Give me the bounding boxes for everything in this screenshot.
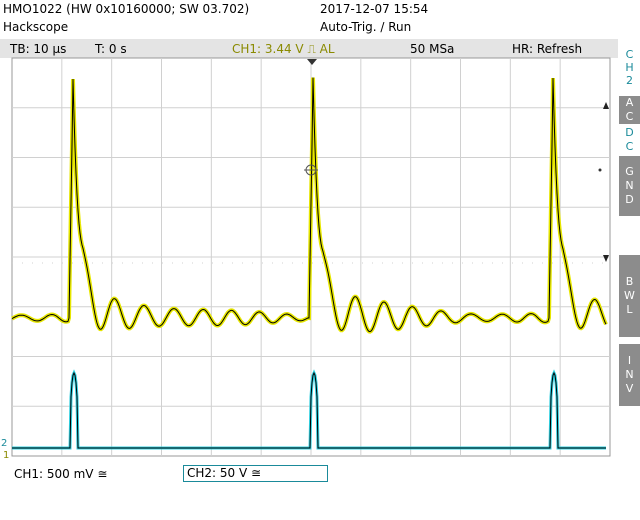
trigger-position: [307, 59, 317, 65]
datetime: 2017-12-07 15:54: [320, 2, 429, 16]
scope-name: Hackscope: [3, 20, 69, 34]
ch2-scale[interactable]: CH2: 50 V ≅: [183, 465, 328, 482]
acquisition: HR: Refresh: [512, 42, 583, 56]
trigger-time: T: 0 s: [95, 42, 127, 56]
ch2-trace: [12, 371, 606, 449]
trigger-setting: CH1: 3.44 V ⎍ AL: [232, 42, 335, 56]
offset-down: [603, 255, 609, 262]
device-info: HMO1022 (HW 0x10160000; SW 03.702): [3, 2, 250, 16]
timebase: TB: 10 µs: [10, 42, 67, 56]
sample-rate: 50 MSa: [410, 42, 455, 56]
offset-up: [603, 102, 609, 109]
trigger-mode: Auto-Trig. / Run: [320, 20, 412, 34]
ch2-marker: 2: [1, 438, 7, 449]
bandwidth-limit[interactable]: BWL: [619, 255, 640, 337]
coupling-dc[interactable]: DC: [619, 126, 640, 154]
channel-label: CH2: [623, 48, 636, 87]
invert[interactable]: INV: [619, 344, 640, 406]
coupling-gnd[interactable]: GND: [619, 156, 640, 216]
ch1-trace: [11, 77, 607, 333]
ch1-marker: 1: [3, 450, 9, 461]
level-dot: [598, 168, 602, 172]
status-bar: [0, 39, 618, 58]
coupling-ac[interactable]: AC: [619, 96, 640, 124]
ch1-scale: CH1: 500 mV ≅: [14, 467, 108, 481]
